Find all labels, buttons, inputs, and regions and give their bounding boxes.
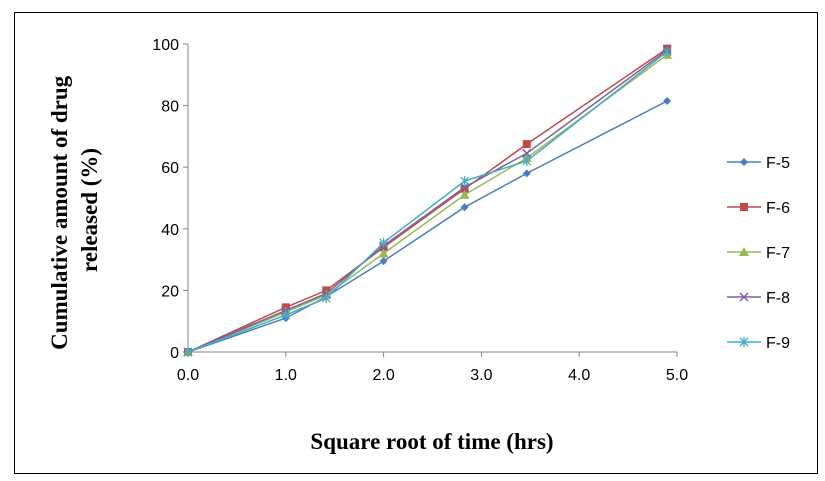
chart-frame: 0 20 40 60 80 100 0.0 1.0 2.0 3.0 4.0 5.0 F-5 F-6 F-7… bbox=[14, 12, 818, 474]
x-tick-label: 1.0 bbox=[275, 367, 297, 384]
data-point bbox=[460, 176, 470, 187]
legend-label: F-7 bbox=[766, 245, 790, 262]
data-point bbox=[460, 203, 469, 212]
y-axis-title: Cumulative amount of drug released (%) bbox=[47, 70, 102, 350]
x-tick-label: 4.0 bbox=[568, 367, 590, 384]
series-line-f-7 bbox=[187, 54, 668, 353]
series-f-6 bbox=[184, 44, 672, 356]
axes: 0 20 40 60 80 100 0.0 1.0 2.0 3.0 4.0 5.0 bbox=[152, 37, 688, 384]
series-f-5 bbox=[184, 96, 672, 356]
legend-marker bbox=[739, 337, 749, 347]
legend-entry-f-5: F-5 bbox=[727, 155, 790, 172]
x-axis-title: Square root of time (hrs) bbox=[310, 429, 553, 454]
line-chart: 0 20 40 60 80 100 0.0 1.0 2.0 3.0 4.0 5.0 F-5 F-6 F-7… bbox=[47, 37, 790, 454]
x-tick-label: 5.0 bbox=[666, 367, 688, 384]
data-point bbox=[522, 148, 532, 158]
x-tick-label: 3.0 bbox=[470, 367, 492, 384]
legend-label: F-5 bbox=[766, 155, 790, 172]
data-point bbox=[379, 237, 389, 248]
data-point bbox=[321, 293, 331, 304]
series-line-f-5 bbox=[187, 100, 668, 353]
series-f-9 bbox=[183, 46, 672, 357]
y-tick-label: 0 bbox=[170, 345, 179, 362]
x-tick-label: 0.0 bbox=[177, 367, 199, 384]
y-tick-label: 60 bbox=[161, 160, 179, 177]
legend-marker bbox=[740, 203, 748, 211]
data-point bbox=[522, 140, 531, 149]
y-tick-label: 40 bbox=[161, 222, 179, 239]
data-point bbox=[378, 248, 389, 258]
data-point bbox=[663, 96, 672, 105]
series-f-8 bbox=[183, 45, 672, 357]
legend-marker bbox=[740, 158, 748, 166]
series-line-f-8 bbox=[187, 49, 668, 353]
data-point bbox=[522, 156, 532, 167]
legend-entry-f-7: F-7 bbox=[727, 245, 790, 262]
y-axis-title-line-2: released (%) bbox=[77, 148, 102, 272]
y-tick-label: 100 bbox=[152, 37, 179, 54]
data-point bbox=[379, 257, 388, 266]
series-layer bbox=[183, 44, 673, 357]
data-point bbox=[281, 310, 291, 321]
y-tick-label: 80 bbox=[161, 99, 179, 116]
legend-entry-f-9: F-9 bbox=[727, 335, 790, 352]
y-axis-title-line-1: Cumulative amount of drug bbox=[47, 75, 72, 350]
data-point bbox=[459, 189, 470, 199]
legend: F-5 F-6 F-7 F-8 F-9 bbox=[727, 155, 790, 352]
legend-label: F-8 bbox=[766, 290, 790, 307]
legend-label: F-9 bbox=[766, 335, 790, 352]
data-point bbox=[662, 46, 672, 57]
series-line-f-6 bbox=[187, 47, 668, 353]
data-point bbox=[460, 184, 469, 193]
legend-marker bbox=[739, 292, 749, 302]
legend-marker bbox=[739, 247, 749, 256]
data-point bbox=[183, 347, 193, 357]
legend-entry-f-6: F-6 bbox=[727, 200, 790, 217]
legend-entry-f-8: F-8 bbox=[727, 290, 790, 307]
legend-label: F-6 bbox=[766, 200, 790, 217]
y-tick-label: 20 bbox=[161, 283, 179, 300]
x-tick-label: 2.0 bbox=[372, 367, 394, 384]
data-point bbox=[522, 169, 531, 178]
